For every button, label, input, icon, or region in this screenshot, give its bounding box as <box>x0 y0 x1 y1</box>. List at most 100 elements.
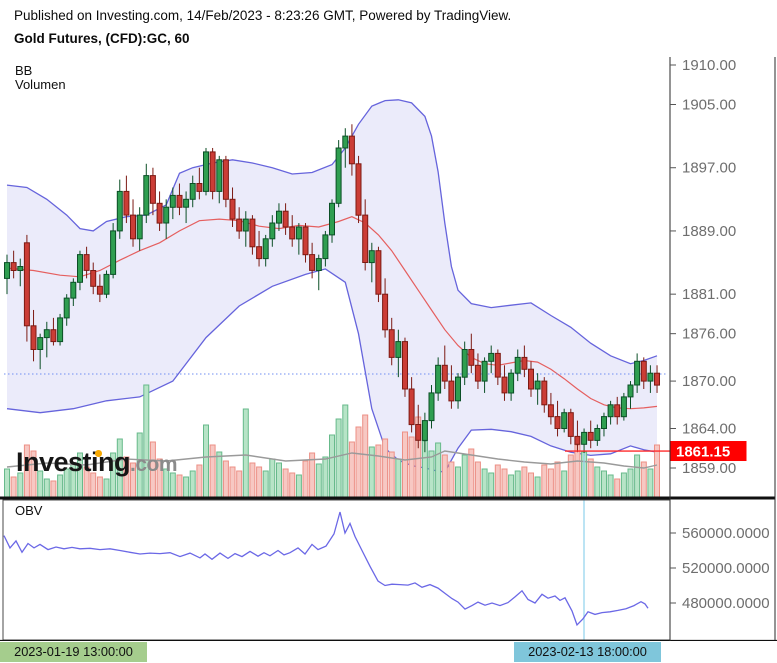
candle-up <box>43 329 50 339</box>
candle-down <box>96 285 103 295</box>
volume-bar <box>183 476 190 498</box>
volume-bar <box>554 461 561 498</box>
candle-up <box>295 226 302 240</box>
candle-down <box>382 293 389 331</box>
candle-up <box>183 198 190 208</box>
candle-up <box>315 258 322 272</box>
candle-up <box>620 396 627 418</box>
volume-bar <box>455 466 461 498</box>
volume-bar <box>262 470 269 498</box>
volume-bar <box>488 472 495 498</box>
candle-up <box>189 183 196 200</box>
obv-line <box>3 511 649 627</box>
candle-down <box>236 218 243 232</box>
candle-down <box>176 194 183 208</box>
candle-down <box>441 364 448 382</box>
volume-bar <box>468 448 475 498</box>
price-tick-label: 1870.00 <box>682 373 736 390</box>
volume-bar <box>236 470 243 498</box>
volume-bar <box>203 424 209 498</box>
volume-bar <box>402 431 408 498</box>
candle-up <box>103 273 110 295</box>
time-range-start-label: 2023-01-19 13:00:00 <box>0 642 147 662</box>
candle-up <box>342 135 349 149</box>
candle-up <box>647 372 654 382</box>
candle-down <box>468 349 475 366</box>
candle-up <box>534 380 541 390</box>
candle-up <box>63 297 70 319</box>
candle-down <box>355 163 362 216</box>
candle-up <box>163 206 170 224</box>
volume-bar <box>242 408 249 498</box>
price-tick-label: 1910.00 <box>682 57 736 74</box>
volume-bar <box>627 468 634 498</box>
candle-down <box>415 424 422 441</box>
volume-bar <box>594 466 601 498</box>
volume-bar <box>229 466 236 498</box>
candle-up <box>276 210 282 224</box>
volume-bar <box>103 478 110 498</box>
time-axis[interactable]: 2023-01-19 13:00:00 2023-02-13 18:00:00 <box>0 641 777 663</box>
candle-up <box>77 254 83 283</box>
candle-down <box>501 376 508 394</box>
candle-down <box>289 226 296 240</box>
candle-up <box>216 159 223 192</box>
candle-down <box>90 270 97 287</box>
volume-bar <box>528 472 534 498</box>
bollinger-middle-line <box>6 216 658 410</box>
candle-down <box>229 198 236 220</box>
volume-bar <box>329 434 335 498</box>
candle-up <box>116 190 123 232</box>
candle-down <box>156 202 163 224</box>
candle-down <box>547 404 554 418</box>
obv-tick-label: 520000.0000 <box>682 560 770 577</box>
volume-bar <box>335 418 342 498</box>
volume-bar <box>494 464 501 498</box>
volume-bar <box>355 426 362 498</box>
candle-down <box>196 183 203 192</box>
candle-up <box>110 230 117 275</box>
candle-up <box>488 352 495 362</box>
candle-down <box>521 356 528 370</box>
volume-bar <box>249 462 256 498</box>
volume-bar <box>561 470 568 498</box>
volume-bar <box>276 462 282 498</box>
price-tick-label: 1889.00 <box>682 223 736 240</box>
volume-bar <box>408 436 415 498</box>
investing-logo-suffix: .com <box>130 453 178 476</box>
volume-bar <box>647 468 654 498</box>
candle-up <box>368 250 375 264</box>
candle-up <box>421 420 428 441</box>
candle-up <box>594 428 601 441</box>
volume-bar <box>295 474 302 498</box>
volume-bar <box>196 464 203 498</box>
volume-bar <box>216 451 223 498</box>
candle-down <box>541 380 548 406</box>
candle-down <box>554 416 561 430</box>
instrument-title: Gold Futures, (CFD):GC, 60 <box>14 31 190 46</box>
bollinger-fill <box>7 99 657 473</box>
candle-down <box>388 329 395 358</box>
volume-bar <box>382 438 389 498</box>
volume-bar <box>587 458 594 498</box>
volume-bar <box>441 454 448 498</box>
candle-down <box>587 431 594 441</box>
bb-indicator-label: BB <box>15 63 33 78</box>
volume-bar <box>534 476 541 498</box>
time-range-end-label: 2023-02-13 18:00:00 <box>514 642 661 662</box>
last-price-badge: 1861.15 <box>670 441 747 462</box>
volume-bar <box>282 468 289 498</box>
volume-bar <box>10 476 17 498</box>
volume-bar <box>189 470 196 498</box>
candle-up <box>561 412 568 430</box>
volume-bar <box>574 444 581 498</box>
candle-down <box>614 404 621 418</box>
obv-axis[interactable]: 560000.0000 520000.0000 480000.0000 <box>670 525 770 612</box>
price-tick-label: 1905.00 <box>682 97 736 114</box>
obv-indicator-label: OBV <box>15 503 43 518</box>
volume-indicator-label: Volumen <box>15 77 66 92</box>
candle-down <box>567 412 574 437</box>
price-axis[interactable]: 1910.00 1905.00 1897.00 1889.00 1881.00 1876.… <box>670 57 736 477</box>
